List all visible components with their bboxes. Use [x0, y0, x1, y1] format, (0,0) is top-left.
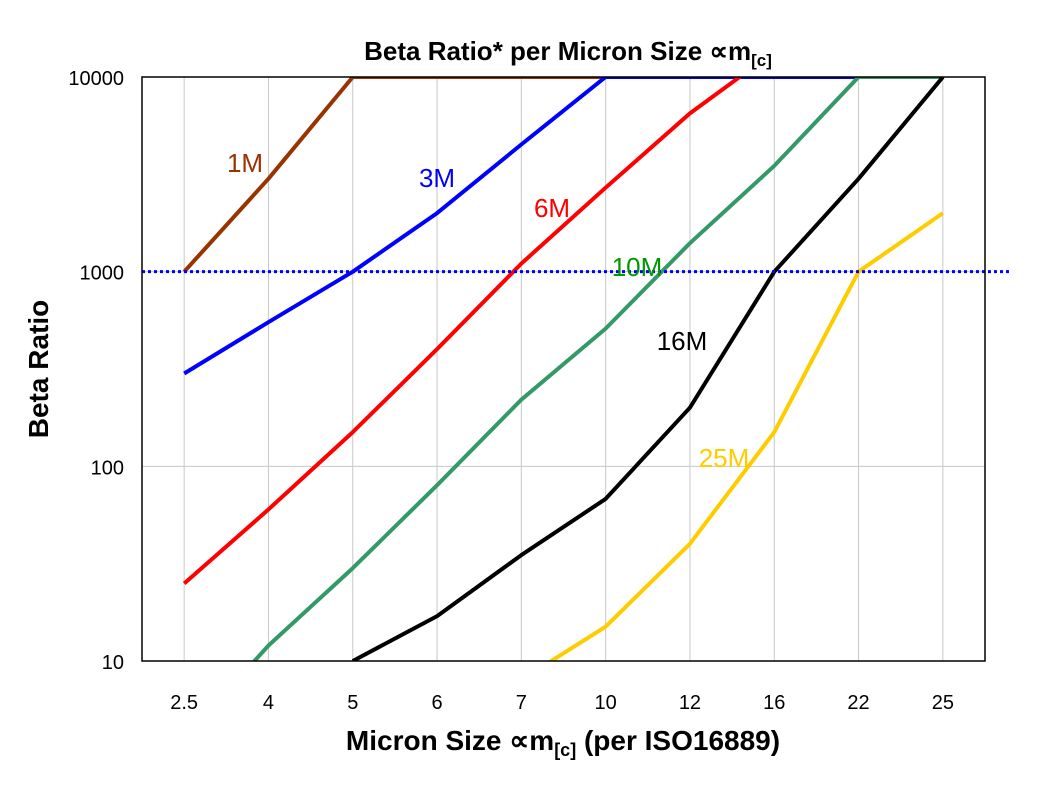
y-tick-label: 1000: [80, 263, 125, 285]
x-tick-label: 10: [595, 692, 617, 714]
y-tick-label: 10000: [68, 68, 124, 90]
x-tick-label: 25: [932, 692, 954, 714]
series-line-25M: [547, 211, 945, 661]
x-tick-label: 12: [679, 692, 701, 714]
series-label-3M: 3M: [419, 163, 455, 193]
x-tick-label: 6: [431, 692, 442, 714]
series-label-10M: 10M: [612, 252, 663, 282]
x-tick-label: 4: [263, 692, 274, 714]
x-tick-label: 16: [763, 692, 785, 714]
series-label-1M: 1M: [227, 148, 263, 178]
series-label-25M: 25M: [699, 443, 750, 473]
y-tick-label: 10: [102, 652, 124, 674]
y-tick-label: 100: [91, 457, 124, 479]
x-axis-label: Micron Size ∝m[c] (per ISO16889): [346, 725, 780, 760]
series-line-3M: [183, 77, 943, 376]
series-label-6M: 6M: [534, 193, 570, 223]
x-tick-label: 22: [847, 692, 869, 714]
series-label-16M: 16M: [657, 326, 708, 356]
series-line-16M: [351, 77, 945, 661]
series-line-6M: [182, 77, 743, 586]
x-tick-label: 7: [516, 692, 527, 714]
series-line-1M: [182, 77, 943, 274]
x-tick-label: 5: [347, 692, 358, 714]
series-line-10M: [251, 77, 943, 661]
x-tick-label: 2.5: [170, 692, 198, 714]
y-axis-label: Beta Ratio: [23, 300, 54, 438]
plot-frame: [141, 76, 986, 662]
chart-title: Beta Ratio* per Micron Size ∝m[c]: [364, 36, 772, 70]
